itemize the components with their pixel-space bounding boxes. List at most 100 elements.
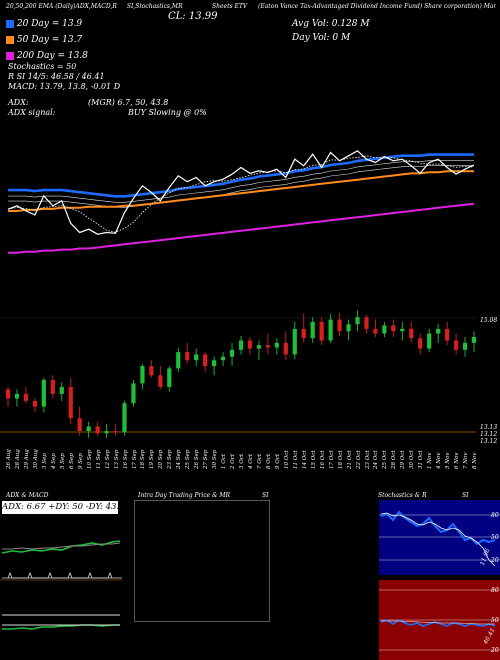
- stochastics-panel: 80 50 20 11.96: [379, 500, 500, 575]
- date-tick-label: 25 Oct: [382, 450, 389, 469]
- candle-body: [158, 375, 163, 387]
- date-tick-label: 8 Oct: [265, 453, 272, 469]
- date-tick-label: 10 Sep: [86, 449, 93, 469]
- adx-macd-panel: ADX: 6.67 +DY: 50 -DY: 43.75: [0, 499, 122, 660]
- date-tick-label: 7 Nov: [463, 452, 469, 469]
- candle-body: [328, 319, 333, 341]
- date-tick-label: 11 Sep: [95, 449, 102, 469]
- candle-body: [212, 360, 217, 367]
- candle-body: [59, 386, 64, 394]
- date-tick-label: 22 Oct: [355, 450, 362, 469]
- candle-body: [471, 337, 477, 343]
- candle-body: [453, 340, 459, 350]
- candle-body: [229, 349, 235, 357]
- date-tick-label: 26 Aug: [6, 449, 12, 469]
- date-tick-label: 31 Oct: [418, 450, 425, 469]
- date-tick-label: 20 Sep: [158, 449, 165, 469]
- date-tick-label: 25 Sep: [185, 449, 192, 469]
- date-tick-label: 3 Oct: [239, 453, 245, 469]
- candle-body: [319, 321, 324, 341]
- date-tick-label: 14 Oct: [301, 450, 308, 469]
- price-tick-b2: 13.12: [480, 431, 498, 438]
- candle-body: [131, 383, 136, 404]
- date-tick-label: 4 Nov: [436, 452, 443, 469]
- candle-body: [382, 325, 387, 334]
- date-tick-label: 23 Oct: [364, 450, 371, 469]
- candle-body: [14, 393, 20, 399]
- date-tick-label: 27 Sep: [203, 449, 210, 469]
- date-tick-label: 18 Oct: [337, 450, 344, 469]
- date-tick-label: 9 Sep: [77, 453, 84, 469]
- price-tick-top: 15.08: [480, 317, 498, 324]
- date-tick-label: 11 Oct: [292, 450, 299, 469]
- candle-body: [427, 333, 432, 349]
- mr-panel-si: SI: [262, 492, 269, 499]
- date-tick-label: 1 Nov: [427, 452, 434, 469]
- adx-value-box: ADX: 6.67 +DY: 50 -DY: 43.75: [2, 501, 118, 514]
- date-tick-label: 24 Sep: [176, 449, 183, 469]
- legend-rsi: R SI 14/5: 46.58 / 46.41: [8, 72, 105, 81]
- date-tick-label: 9 Oct: [274, 453, 281, 469]
- date-tick-label: 26 Sep: [194, 449, 201, 469]
- candle-body: [176, 352, 181, 369]
- ema50-label: 50 Day = 13.7: [16, 35, 83, 45]
- candle-body: [23, 393, 29, 401]
- ema50-swatch: [6, 35, 14, 44]
- ema20-label: 20 Day = 13.9: [16, 19, 83, 29]
- adx-minus-line: [2, 542, 121, 550]
- date-tick-label: 29 Oct: [400, 450, 407, 469]
- adx-ticks: [7, 571, 113, 579]
- candle-body: [185, 352, 190, 361]
- ema200-label: 200 Day = 13.8: [16, 51, 88, 61]
- date-tick-label: 10 Oct: [283, 450, 290, 469]
- candle-body: [41, 379, 46, 407]
- rsi-signal-line: [381, 620, 495, 625]
- candle-body: [400, 328, 405, 332]
- candle-body: [167, 368, 172, 387]
- candle-body: [292, 328, 297, 355]
- date-tick-label: 4 Sep: [50, 453, 57, 469]
- stoch-tick-50: 50: [491, 534, 499, 541]
- date-tick-label: 28 Oct: [391, 450, 398, 469]
- candle-body: [104, 431, 109, 434]
- stoch-tick-20: 20: [491, 557, 499, 564]
- price-chart: [0, 150, 477, 438]
- candle-body: [113, 431, 118, 433]
- candle-body: [5, 389, 11, 399]
- stoch-tick-80: 80: [491, 512, 499, 519]
- candle-body: [265, 345, 270, 348]
- stoch-svg: [379, 510, 500, 567]
- date-tick-label: 18 Sep: [140, 449, 147, 469]
- chart-header: 20,50,200 EMA (Daily)ADX,MACD,R SI,Stoch…: [6, 3, 183, 10]
- date-axis: 26 Aug 28 Aug 29 Aug 30 Aug 3 Sep 4 Sep 5 Sep 6…: [0, 445, 500, 475]
- candle-body: [194, 354, 199, 361]
- candle-body: [364, 317, 369, 329]
- date-tick-label: 6 Nov: [454, 452, 461, 469]
- date-tick-label: 17 Oct: [328, 450, 335, 469]
- header-right: (Eaton Vance Tax-Advantaged Dividend Inc…: [258, 3, 496, 10]
- close-avg-dotted-line: [7, 155, 475, 233]
- ema-line-2: [8, 170, 474, 212]
- candle-body: [445, 328, 450, 341]
- candle-body: [462, 342, 468, 350]
- rsi-panel: 80 50 20 46.41: [379, 580, 500, 660]
- date-tick-label: 7 Oct: [256, 453, 263, 469]
- candle-body: [203, 354, 208, 367]
- stoch-k-line: [380, 510, 496, 546]
- header-etv: Sheets ETV: [212, 3, 248, 10]
- candle-body: [409, 328, 414, 339]
- candle-body: [95, 426, 100, 434]
- date-tick-label: 29 Aug: [23, 449, 30, 469]
- legend-ema50: 50 Day = 13.7: [6, 35, 82, 45]
- candle-body: [373, 328, 378, 334]
- adx-signal-value: BUY Slowing @ 0%: [128, 108, 207, 117]
- candle-body: [247, 340, 253, 349]
- candle-body: [50, 379, 55, 394]
- candle-body: [355, 317, 360, 325]
- date-tick-label: 3 Sep: [41, 453, 48, 469]
- stoch-panel-title: Stochastics & R: [378, 492, 427, 499]
- date-tick-label: 4 Oct: [248, 453, 254, 469]
- legend-macd: MACD: 13.79, 13.8, -0.01 D: [8, 82, 121, 91]
- date-tick-label: 30 Aug: [32, 449, 39, 469]
- intraday-mr-panel: [134, 500, 270, 622]
